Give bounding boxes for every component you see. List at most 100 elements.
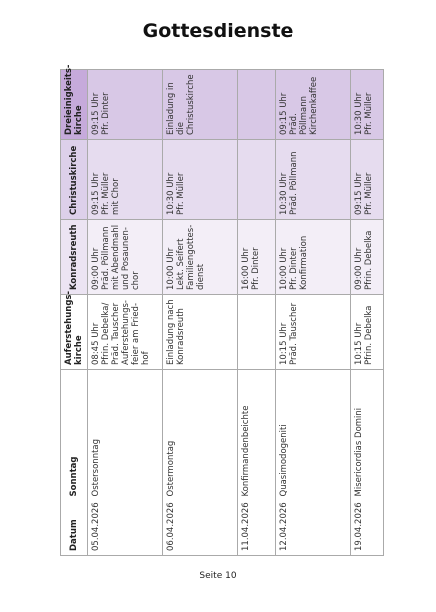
text-line: Sonntag — [69, 456, 79, 497]
text-line: Pfrin. Debelka — [364, 305, 374, 365]
service-cell: 16:00 Uhr Pfr. Dinter — [237, 219, 276, 295]
service-cell — [237, 139, 276, 220]
text-line: chor — [131, 271, 141, 290]
service-cell: 09:00 Uhr Präd. Pöllmann mit Abendmahl und … — [87, 219, 163, 295]
text-line: mit Chor — [111, 178, 121, 215]
schedule-row: 06.04.2026 Ostermontag Einladung nach Konra… — [162, 69, 238, 556]
text-line: 10:15 Uhr — [354, 322, 364, 365]
table-wrapper: Datum Sonntag Auferstehungs-kirche Konradsr… — [60, 65, 384, 556]
service-cell: Einladung in die Christuskirche — [162, 69, 238, 140]
sunday-cell: Quasimodogeniti — [275, 369, 351, 501]
text-line: Präd. Tauscher — [289, 302, 299, 365]
text-line: Präd. Pöllmann — [289, 95, 309, 135]
text-line: Auferstehungs- — [64, 291, 74, 365]
column-header: Auferstehungs-kirche — [60, 291, 88, 370]
text-line: 08:45 Uhr — [91, 322, 101, 365]
text-line: 10:30 Uhr — [279, 172, 289, 215]
text-line: und Posaunen- — [121, 227, 131, 290]
service-cell: 10:00 Uhr Lekt. Seifert Familiengottes-die… — [162, 219, 238, 295]
service-cell: 08:45 Uhr Pfrin. Debelka/Präd. Tauscher Au… — [87, 294, 163, 370]
text-line: 16:00 Uhr — [241, 247, 251, 290]
text-line: Pfrin. Debelka/ — [101, 302, 111, 365]
text-line: Datum — [69, 519, 79, 551]
text-line: Pfr. Dinter — [251, 247, 261, 290]
date-cell: 05.04.2026 — [87, 500, 163, 556]
column-header: Dreieinigkeits-kirche — [60, 64, 88, 140]
service-cell — [237, 294, 276, 370]
date-cell: 12.04.2026 — [275, 500, 351, 556]
text-line: Pfr. Dinter — [101, 92, 111, 135]
text-line: Einladung in die — [166, 82, 186, 135]
text-line: 09:15 Uhr — [91, 92, 101, 135]
text-line: Kirchenkaffee — [309, 76, 319, 135]
text-line: hof — [141, 351, 151, 365]
text-line: Familiengottes- — [186, 224, 196, 290]
sunday-cell: Ostersonntag — [87, 369, 163, 501]
service-cell: 09:15 Uhr Pfr. Müller — [350, 139, 384, 220]
text-line: Christuskirche — [69, 145, 79, 215]
text-line: Christuskirche — [186, 74, 196, 135]
sunday-cell: Ostermontag — [162, 369, 238, 501]
date-cell: 06.04.2026 — [162, 500, 238, 556]
column-header: Datum — [60, 500, 88, 556]
schedule-row: 11.04.2026 Konfirmandenbeichte 16:00 Uhr Pf… — [237, 69, 276, 556]
sunday-cell: Misericordias Domini — [350, 369, 384, 501]
schedule-row: 05.04.2026 Ostersonntag 08:45 Uhr Pfrin. De… — [87, 69, 163, 556]
text-line: Konradsreuth — [176, 308, 186, 365]
date-cell: 11.04.2026 — [237, 500, 276, 556]
text-line: Konfirmation — [299, 235, 309, 290]
column-header: Konradsreuth — [60, 219, 88, 295]
text-line: 09:00 Uhr — [354, 247, 364, 290]
service-cell: 09:15 Uhr Pfr. Müller mit Chor — [87, 139, 163, 220]
text-line: Pfrin. Debelka — [364, 230, 374, 290]
text-line: 10:30 Uhr — [166, 172, 176, 215]
text-line: Konradsreuth — [69, 224, 79, 290]
text-line: 10:15 Uhr — [279, 322, 289, 365]
text-line: Präd. Tauscher — [111, 302, 121, 365]
text-line: dienst — [196, 263, 206, 290]
text-line: 09:15 Uhr — [91, 172, 101, 215]
text-line: 09:00 Uhr — [91, 247, 101, 290]
text-line: Pfr. Müller — [101, 172, 111, 215]
page-title: Gottesdienste — [142, 20, 294, 42]
text-line: 10:00 Uhr — [166, 247, 176, 290]
text-line: 09:15 Uhr — [354, 172, 364, 215]
text-line: Lekt. Seifert — [176, 238, 186, 290]
text-line: kirche — [74, 335, 84, 365]
text-line: 09:15 Uhr — [279, 92, 289, 135]
service-cell — [237, 69, 276, 140]
date-cell: 19.04.2026 — [350, 500, 384, 556]
service-cell: 10:15 Uhr Pfrin. Debelka — [350, 294, 384, 370]
text-line: Pfr. Müller — [364, 172, 374, 215]
text-line: Auferstehungs- — [121, 300, 131, 365]
service-cell: 10:30 Uhr Pfr. Müller — [350, 69, 384, 140]
text-line: Dreieinigkeits- — [64, 64, 74, 135]
sunday-cell: Konfirmandenbeichte — [237, 369, 276, 501]
schedule-table: Datum Sonntag Auferstehungs-kirche Konradsr… — [60, 64, 384, 556]
header-row: Datum Sonntag Auferstehungs-kirche Konradsr… — [60, 64, 88, 556]
service-cell: 09:00 Uhr Pfrin. Debelka — [350, 219, 384, 295]
service-cell: 09:15 Uhr Präd. Pöllmann Kirchenkaffee — [275, 69, 351, 140]
column-header: Sonntag — [60, 369, 88, 501]
service-cell: 09:15 Uhr Pfr. Dinter — [87, 69, 163, 140]
schedule-row: 19.04.2026 Misericordias Domini 10:15 Uhr P… — [350, 69, 384, 556]
text-line: mit Abendmahl — [111, 224, 121, 290]
text-line: Pfr. Dinter — [289, 247, 299, 290]
schedule-row: 12.04.2026 Quasimodogeniti 10:15 Uhr Präd. … — [275, 69, 351, 556]
service-cell: 10:30 Uhr Pfr. Müller — [162, 139, 238, 220]
text-line: 10:30 Uhr — [354, 92, 364, 135]
page-number: Seite 10 — [199, 571, 237, 581]
text-line: 10:00 Uhr — [279, 247, 289, 290]
text-line: Präd. Pöllmann — [289, 151, 299, 216]
service-cell: 10:30 Uhr Präd. Pöllmann — [275, 139, 351, 220]
text-line: kirche — [74, 105, 84, 135]
text-line: Einladung nach — [166, 299, 176, 365]
service-cell: Einladung nach Konradsreuth — [162, 294, 238, 370]
text-line: Präd. Pöllmann — [101, 226, 111, 291]
text-line: feier am Fried- — [131, 302, 141, 365]
column-header: Christuskirche — [60, 139, 88, 220]
service-cell: 10:15 Uhr Präd. Tauscher — [275, 294, 351, 370]
text-line: Pfr. Müller — [176, 172, 186, 215]
text-line: Pfr. Müller — [364, 92, 374, 135]
